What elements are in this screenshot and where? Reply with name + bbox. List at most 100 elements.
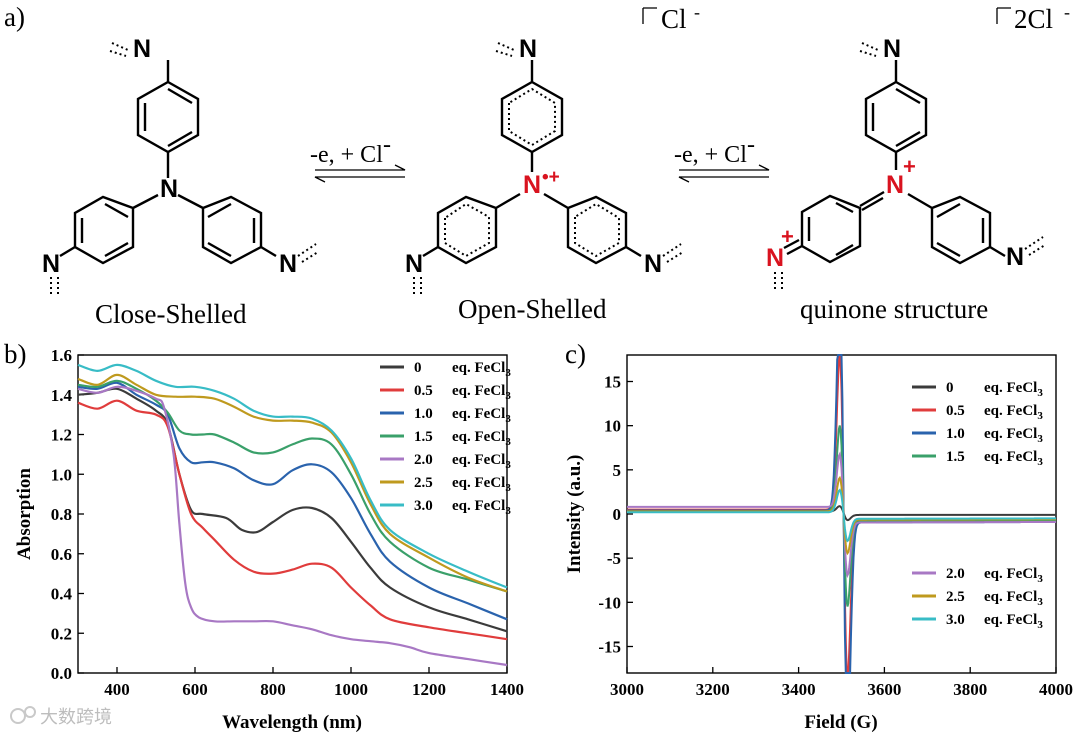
x-tick-label: 400 bbox=[104, 680, 130, 699]
atom-n-center-2: N bbox=[523, 171, 541, 199]
y-tick-label: 1.6 bbox=[51, 346, 72, 365]
legend-entry: 0 eq. FeCl3 bbox=[414, 360, 511, 379]
legend-entry: 2.5 eq. FeCl3 bbox=[946, 589, 1043, 608]
legend-entry: 2.0 eq. FeCl3 bbox=[946, 566, 1043, 585]
series-line-2.5 bbox=[77, 373, 508, 593]
legend-entry: 3.0 eq. FeCl3 bbox=[946, 612, 1043, 631]
atom-n-left-3: N bbox=[766, 244, 784, 272]
panel-c-label: c) bbox=[565, 339, 586, 369]
structure-open-shelled: N N •+ N N Open-Shelled Cl - bbox=[405, 2, 700, 324]
y-tick-label: 10 bbox=[604, 417, 621, 436]
atom-n-top: N bbox=[133, 35, 151, 63]
x-tick-label: 3400 bbox=[782, 680, 816, 699]
watermark-logo-icon bbox=[10, 708, 26, 724]
watermark-text: 大数跨境 bbox=[40, 707, 112, 728]
series-line-2.0 bbox=[627, 451, 1056, 579]
x-tick-label: 3800 bbox=[953, 680, 987, 699]
legend-entry: 2.5 eq. FeCl3 bbox=[414, 475, 511, 494]
plus-sign-center: + bbox=[903, 154, 916, 179]
series-line-2.0 bbox=[77, 385, 508, 667]
chart-c-lines bbox=[627, 354, 1056, 674]
counterion-3: 2Cl bbox=[1014, 4, 1053, 34]
atom-n-left-2: N bbox=[405, 250, 423, 278]
series-line-0 bbox=[77, 387, 508, 633]
y-tick-label: 0.4 bbox=[51, 585, 73, 604]
series-line-3.0 bbox=[627, 488, 1056, 543]
legend-entry: 0.5 eq. FeCl3 bbox=[946, 403, 1043, 422]
atom-n-top-2: N bbox=[519, 35, 537, 63]
series-line-1.0 bbox=[77, 381, 508, 621]
y-tick-label: 5 bbox=[613, 461, 622, 480]
x-tick-label: 1400 bbox=[490, 680, 524, 699]
y-tick-label: 1.2 bbox=[51, 426, 72, 445]
y-tick-label: 1.4 bbox=[51, 386, 73, 405]
chart-b-xlabel: Wavelength (nm) bbox=[222, 712, 362, 733]
x-tick-label: 4000 bbox=[1039, 680, 1073, 699]
watermark: 大数跨境 bbox=[10, 706, 112, 728]
structure-close-shelled: N N N N Close-Shelled bbox=[42, 35, 319, 329]
x-tick-label: 3200 bbox=[696, 680, 730, 699]
legend-entry: 0 eq. FeCl3 bbox=[946, 380, 1043, 399]
counterion-2-charge: - bbox=[694, 2, 700, 22]
y-tick-label: 0 bbox=[613, 505, 622, 524]
x-tick-label: 1200 bbox=[412, 680, 446, 699]
atom-n-right: N bbox=[279, 250, 297, 278]
legend-entry: 1.0 eq. FeCl3 bbox=[414, 406, 511, 425]
legend-entry: 1.0 eq. FeCl3 bbox=[946, 426, 1043, 445]
series-line-3.0 bbox=[77, 363, 508, 589]
panel-b-label: b) bbox=[4, 339, 27, 369]
y-tick-label: -10 bbox=[598, 593, 621, 612]
structure-name-3: quinone structure bbox=[800, 294, 988, 324]
structure-name-1: Close-Shelled bbox=[95, 299, 247, 329]
counterion-2: Cl bbox=[661, 4, 687, 34]
equilibrium-arrow-2: -e, + Cl - bbox=[674, 132, 770, 183]
y-tick-label: -5 bbox=[607, 549, 621, 568]
equilibrium-arrow-1: -e, + Cl - bbox=[310, 132, 406, 183]
atom-n-top-3: N bbox=[883, 35, 901, 63]
structure-quinone: N N + N + N quinone structure 2Cl - bbox=[766, 2, 1070, 324]
panel-c: c) 3000 3200 3400 3600 3800 4000 -15 -10 -5 0 5 10 1… bbox=[564, 339, 1073, 733]
y-tick-label: -15 bbox=[598, 638, 621, 657]
chart-c-ylabel: Intensity (a.u.) bbox=[564, 455, 585, 574]
chart-b-ylabel: Absorption bbox=[14, 468, 35, 560]
atom-n-right-2: N bbox=[644, 250, 662, 278]
x-tick-label: 3600 bbox=[867, 680, 901, 699]
arrow-label-1: -e, + Cl bbox=[310, 142, 383, 168]
panel-a-label: a) bbox=[4, 2, 25, 32]
legend-entry: 0.5 eq. FeCl3 bbox=[414, 383, 511, 402]
plus-sign-left: + bbox=[781, 224, 794, 249]
counterion-3-charge: - bbox=[1064, 2, 1070, 22]
arrow-label-2: -e, + Cl bbox=[674, 142, 747, 168]
y-tick-label: 0.8 bbox=[51, 505, 72, 524]
atom-n-center-3: N bbox=[886, 171, 904, 199]
atom-n-left: N bbox=[42, 250, 60, 278]
legend-entry: 2.0 eq. FeCl3 bbox=[414, 452, 511, 471]
structure-name-2: Open-Shelled bbox=[458, 294, 607, 324]
series-line-0.5 bbox=[77, 399, 508, 641]
chart-c-ticks: 3000 3200 3400 3600 3800 4000 -15 -10 -5 0 5 10 15 bbox=[598, 373, 1073, 700]
chart-b-legend: 0 eq. FeCl3 0.5 eq. FeCl3 1.0 eq. FeCl3 1.5 eq.… bbox=[380, 360, 511, 517]
x-tick-label: 3000 bbox=[610, 680, 644, 699]
chart-c-legend: 0 eq. FeCl3 0.5 eq. FeCl3 1.0 eq. FeCl3 1.5 eq.… bbox=[912, 380, 1043, 631]
atom-n-right-3: N bbox=[1006, 243, 1024, 271]
y-tick-label: 0.6 bbox=[51, 545, 72, 564]
y-tick-label: 15 bbox=[604, 373, 621, 392]
panel-a: a) N N N N Close-Shelled -e, + Cl - N bbox=[4, 2, 1070, 329]
legend-entry: 1.5 eq. FeCl3 bbox=[414, 429, 511, 448]
panel-b: b) 400 600 800 1000 1200 1400 0.0 0.2 0.4 0.6 0.8 1… bbox=[4, 339, 524, 733]
x-tick-label: 800 bbox=[260, 680, 286, 699]
chart-b-ticks: 400 600 800 1000 1200 1400 0.0 0.2 0.4 0.6 0.8 1.0 1… bbox=[51, 346, 524, 699]
x-tick-label: 1000 bbox=[334, 680, 368, 699]
radical-cation-sign: •+ bbox=[542, 167, 560, 188]
y-tick-label: 1.0 bbox=[51, 465, 72, 484]
x-tick-label: 600 bbox=[182, 680, 208, 699]
arrow-1-charge: - bbox=[383, 132, 391, 158]
legend-entry: 3.0 eq. FeCl3 bbox=[414, 498, 511, 517]
chart-b-lines bbox=[77, 363, 508, 667]
y-tick-label: 0.0 bbox=[51, 664, 72, 683]
y-tick-label: 0.2 bbox=[51, 624, 72, 643]
atom-n-center: N bbox=[160, 175, 178, 203]
arrow-2-charge: - bbox=[747, 132, 755, 158]
legend-entry: 1.5 eq. FeCl3 bbox=[946, 449, 1043, 468]
